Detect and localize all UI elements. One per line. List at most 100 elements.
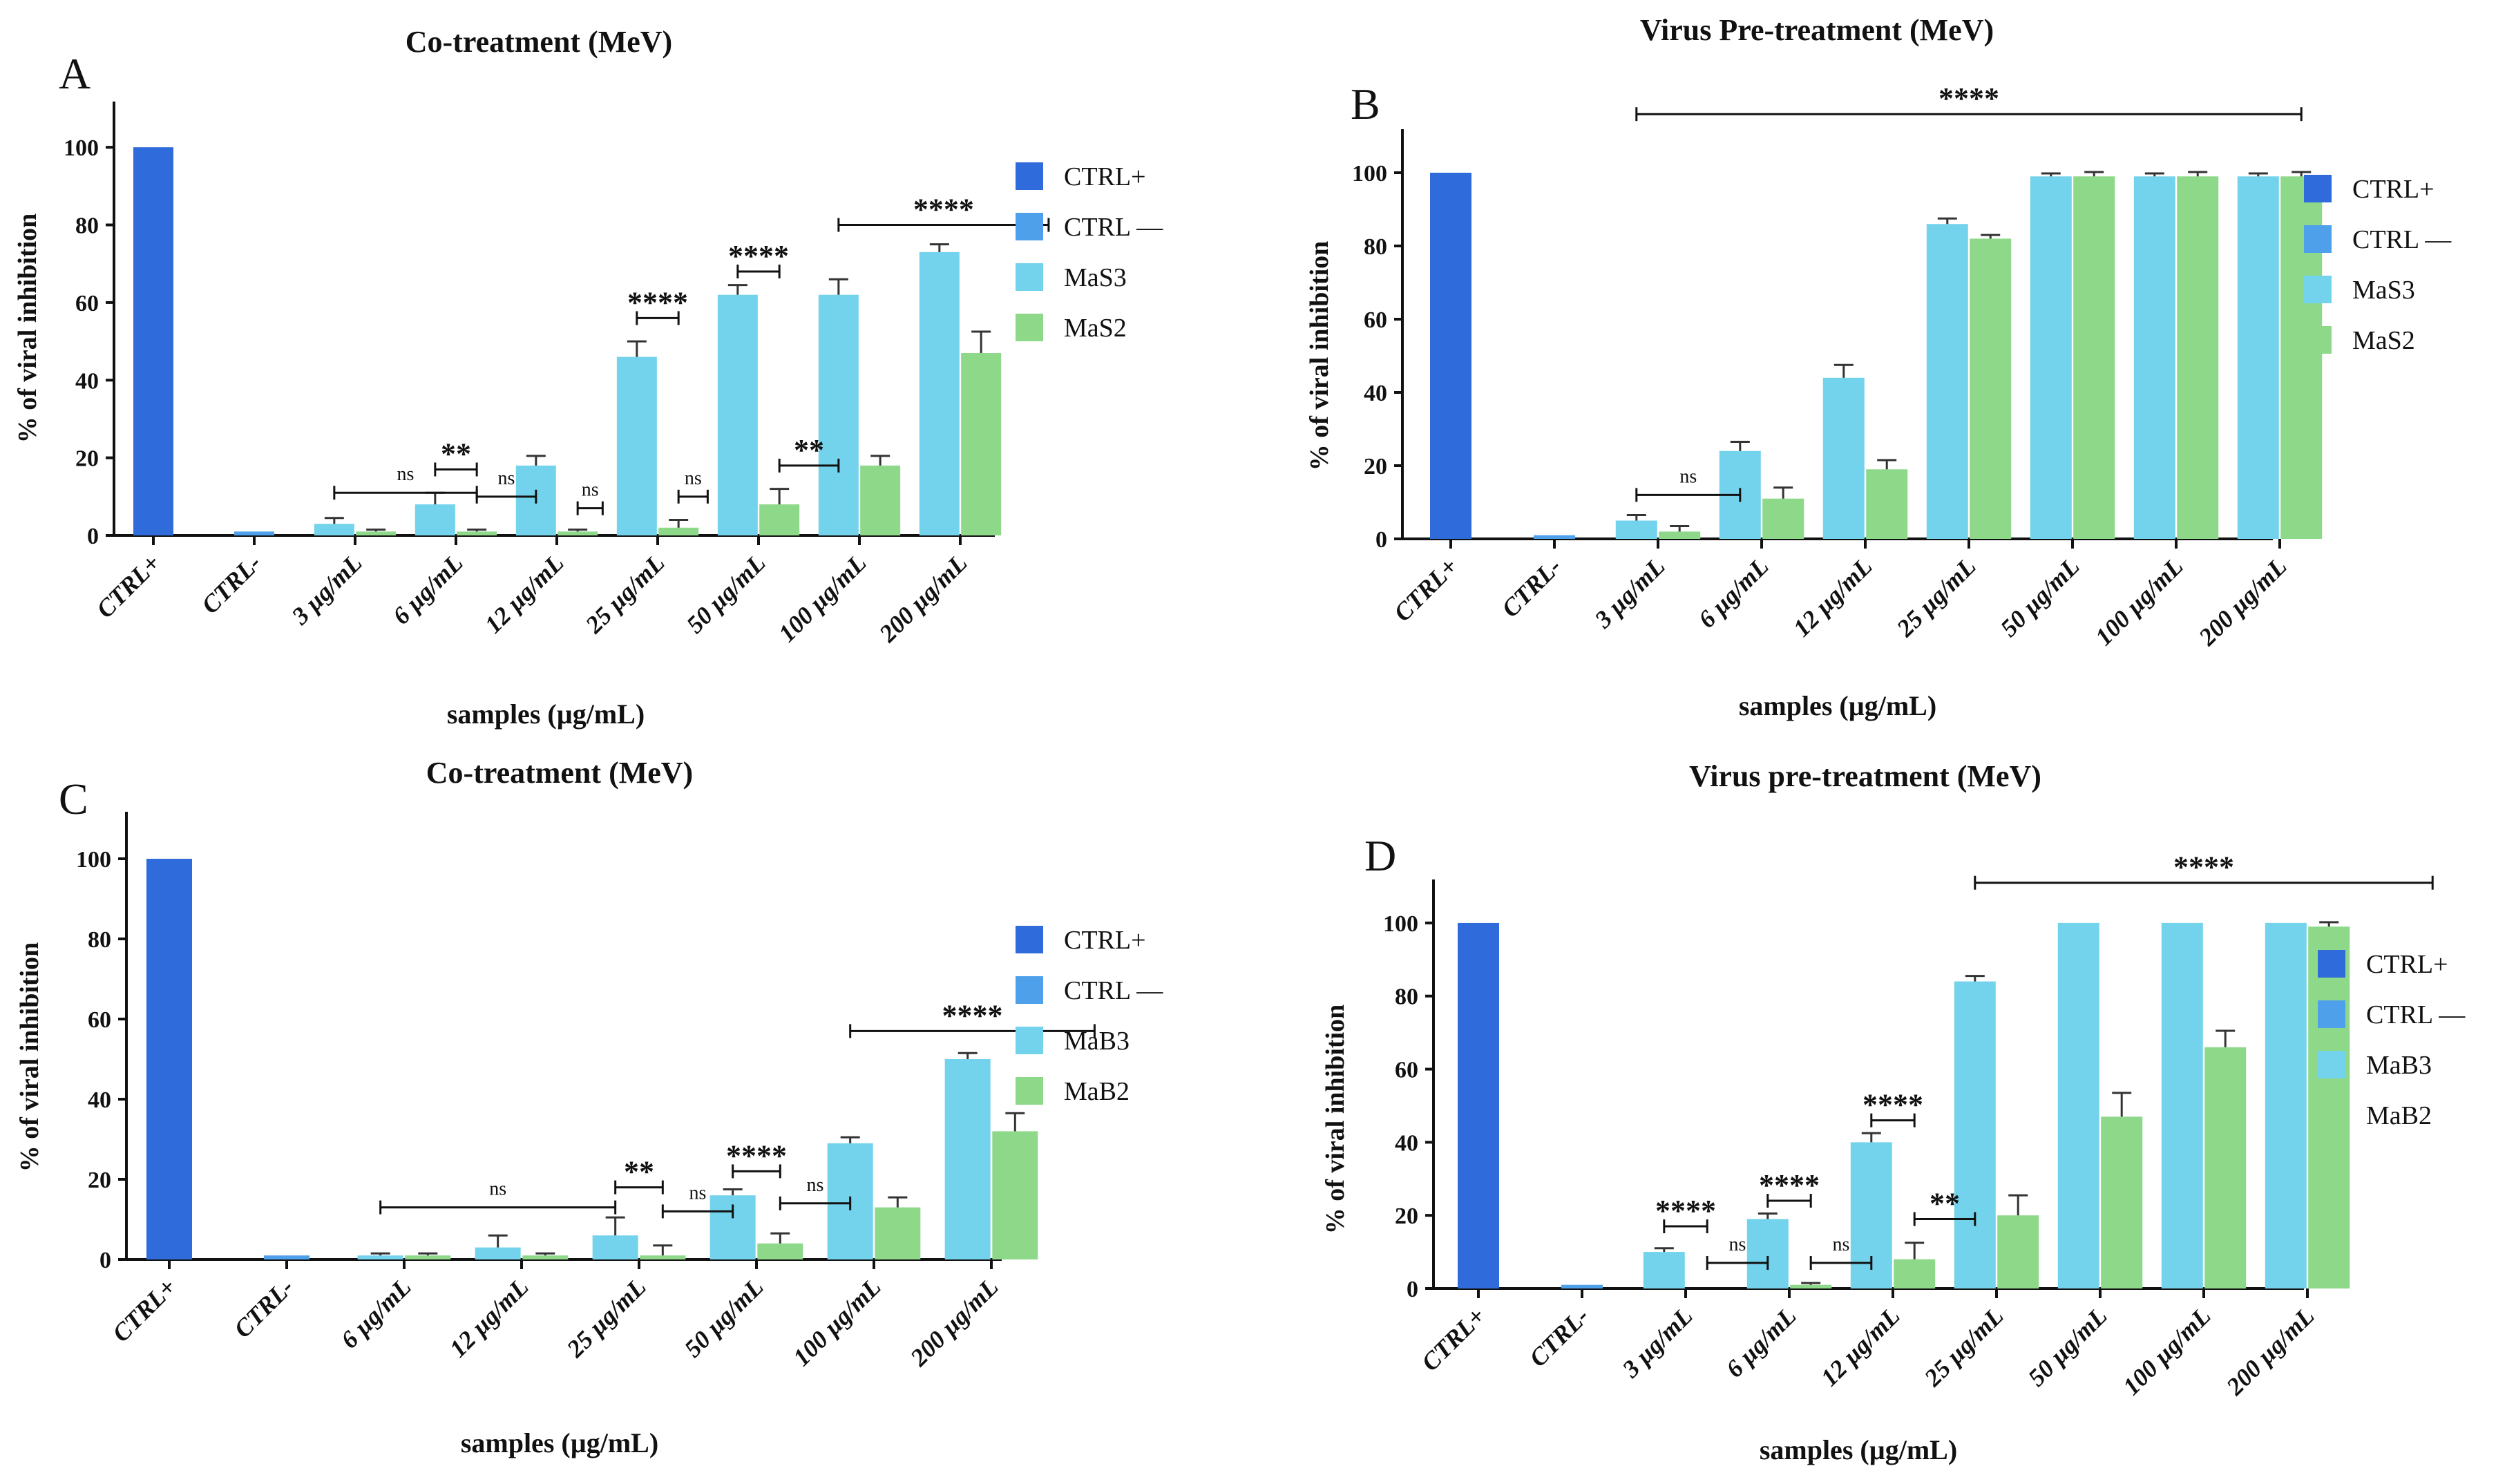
x-tick-label: 200 µg/mL: [904, 1273, 1003, 1371]
bar: [992, 1131, 1038, 1259]
y-tick-label: 20: [75, 446, 99, 472]
bar: [2057, 922, 2099, 1288]
x-tick-label: 50 µg/mL: [1995, 552, 2085, 642]
panel-a: A Co-treatment (MeV) % of viral inhibiti…: [13, 25, 1163, 730]
y-tick-label: 80: [1395, 984, 1418, 1010]
significance-label: ****: [627, 285, 688, 319]
legend-swatch: [1016, 162, 1043, 190]
x-tick-label: 6 µg/mL: [387, 549, 468, 629]
x-tick-label: CTRL-: [1524, 1302, 1594, 1372]
y-tick-label: 100: [1352, 161, 1387, 187]
x-tick-label: CTRL-: [1496, 552, 1567, 622]
x-tick-label: 25 µg/mL: [1918, 1302, 2009, 1392]
y-tick-label: 60: [1364, 307, 1387, 333]
y-tick-label: 80: [75, 213, 99, 239]
bar: [405, 1255, 451, 1259]
bar: [475, 1247, 521, 1259]
legend-swatch: [1016, 926, 1043, 953]
significance-label: ****: [1759, 1168, 1820, 1202]
x-tick-label: 12 µg/mL: [479, 549, 569, 638]
panel-d: D Virus pre-treatment (MeV) % of viral i…: [1321, 759, 2466, 1465]
bar: [133, 147, 173, 535]
significance-label: ns: [807, 1174, 824, 1196]
y-tick-label: 60: [75, 291, 99, 316]
significance-label: ****: [726, 1139, 787, 1172]
bar: [234, 531, 274, 535]
bar: [961, 352, 1002, 535]
panel-d-label: D: [1364, 831, 1396, 880]
bar: [1643, 1252, 1685, 1288]
y-tick-label: 0: [87, 524, 99, 549]
bar: [875, 1207, 921, 1259]
legend-swatch: [2304, 175, 2332, 202]
panel-c: C Co-treatment (MeV) % of viral inhibiti…: [15, 756, 1163, 1458]
significance-label: ns: [685, 468, 702, 489]
panel-a-x-axis-title: samples (µg/mL): [447, 698, 645, 730]
x-tick-label: CTRL+: [1416, 1302, 1491, 1376]
x-tick-label: 200 µg/mL: [2193, 552, 2292, 651]
bar: [2204, 1047, 2247, 1288]
panel-a-y-axis-title: % of viral inhibition: [13, 213, 42, 444]
panel-c-x-axis-title: samples (µg/mL): [461, 1427, 658, 1458]
panel-b-x-axis-title: samples (µg/mL): [1739, 690, 1936, 721]
bar: [1458, 922, 1499, 1288]
legend-label: CTRL —: [2352, 225, 2452, 254]
y-tick-label: 80: [88, 927, 111, 953]
legend-label: MaS3: [2352, 276, 2415, 305]
bar: [2161, 922, 2203, 1288]
legend-label: MaB3: [2366, 1051, 2432, 1080]
x-tick-label: 12 µg/mL: [1816, 1302, 1905, 1391]
x-tick-label: 50 µg/mL: [681, 549, 771, 638]
legend-label: MaB2: [1064, 1077, 1130, 1106]
y-tick-label: 40: [75, 368, 99, 394]
significance-label: **: [624, 1155, 654, 1189]
y-tick-label: 40: [1364, 381, 1387, 406]
x-tick-label: 200 µg/mL: [873, 549, 972, 647]
legend-swatch: [1016, 314, 1043, 341]
bar: [717, 294, 758, 535]
x-tick-label: 12 µg/mL: [444, 1273, 534, 1362]
y-tick-label: 20: [1364, 454, 1387, 479]
bar: [616, 356, 657, 535]
bar: [658, 527, 699, 535]
legend-swatch: [2304, 326, 2332, 354]
significance-label: ****: [1938, 82, 1999, 115]
legend-label: CTRL+: [2366, 950, 2448, 979]
bar: [2101, 1116, 2143, 1288]
y-tick-label: 100: [1383, 911, 1418, 937]
legend-label: CTRL —: [1064, 213, 1163, 242]
bar: [592, 1235, 638, 1259]
significance-label: ns: [1833, 1234, 1850, 1255]
significance-label: **: [794, 433, 824, 467]
y-tick-label: 0: [1375, 527, 1387, 553]
bar: [818, 294, 859, 535]
bar: [944, 1059, 991, 1259]
legend-swatch: [2318, 1051, 2345, 1078]
significance-label: **: [1930, 1186, 1960, 1220]
bar: [1822, 377, 1865, 539]
significance-label: ns: [1729, 1234, 1746, 1255]
panel-a-title: Co-treatment (MeV): [406, 25, 672, 59]
y-tick-label: 60: [1395, 1058, 1418, 1083]
legend-swatch: [2318, 1101, 2345, 1129]
bar: [2237, 176, 2279, 540]
legend-label: CTRL —: [2366, 1000, 2466, 1029]
legend-swatch: [1016, 1027, 1043, 1054]
bar: [558, 531, 598, 535]
y-tick-label: 20: [1395, 1204, 1418, 1229]
x-tick-label: 100 µg/mL: [2090, 552, 2189, 651]
x-tick-label: 25 µg/mL: [580, 549, 670, 639]
bar: [146, 859, 192, 1259]
x-tick-label: 3 µg/mL: [1589, 552, 1670, 634]
bar: [759, 504, 800, 535]
x-tick-label: CTRL-: [229, 1273, 299, 1343]
bar: [1866, 469, 1908, 539]
panel-b-label: B: [1351, 79, 1380, 129]
y-tick-label: 0: [99, 1248, 111, 1273]
bar: [1746, 1219, 1789, 1288]
bar: [357, 1255, 403, 1259]
significance-label: ns: [498, 468, 515, 489]
x-tick-label: 6 µg/mL: [335, 1273, 416, 1353]
x-tick-label: CTRL+: [107, 1273, 182, 1347]
